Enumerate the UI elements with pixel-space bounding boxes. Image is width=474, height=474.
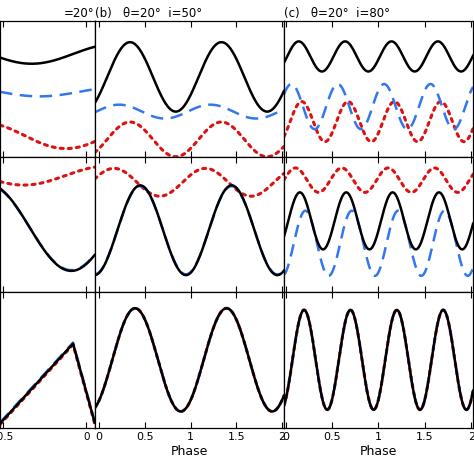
X-axis label: Phase: Phase bbox=[171, 445, 208, 458]
Text: (c)   θ=20°  i=80°: (c) θ=20° i=80° bbox=[284, 7, 390, 20]
Text: =20°: =20° bbox=[64, 7, 95, 20]
X-axis label: Phase: Phase bbox=[360, 445, 397, 458]
Text: (b)   θ=20°  i=50°: (b) θ=20° i=50° bbox=[95, 7, 202, 20]
